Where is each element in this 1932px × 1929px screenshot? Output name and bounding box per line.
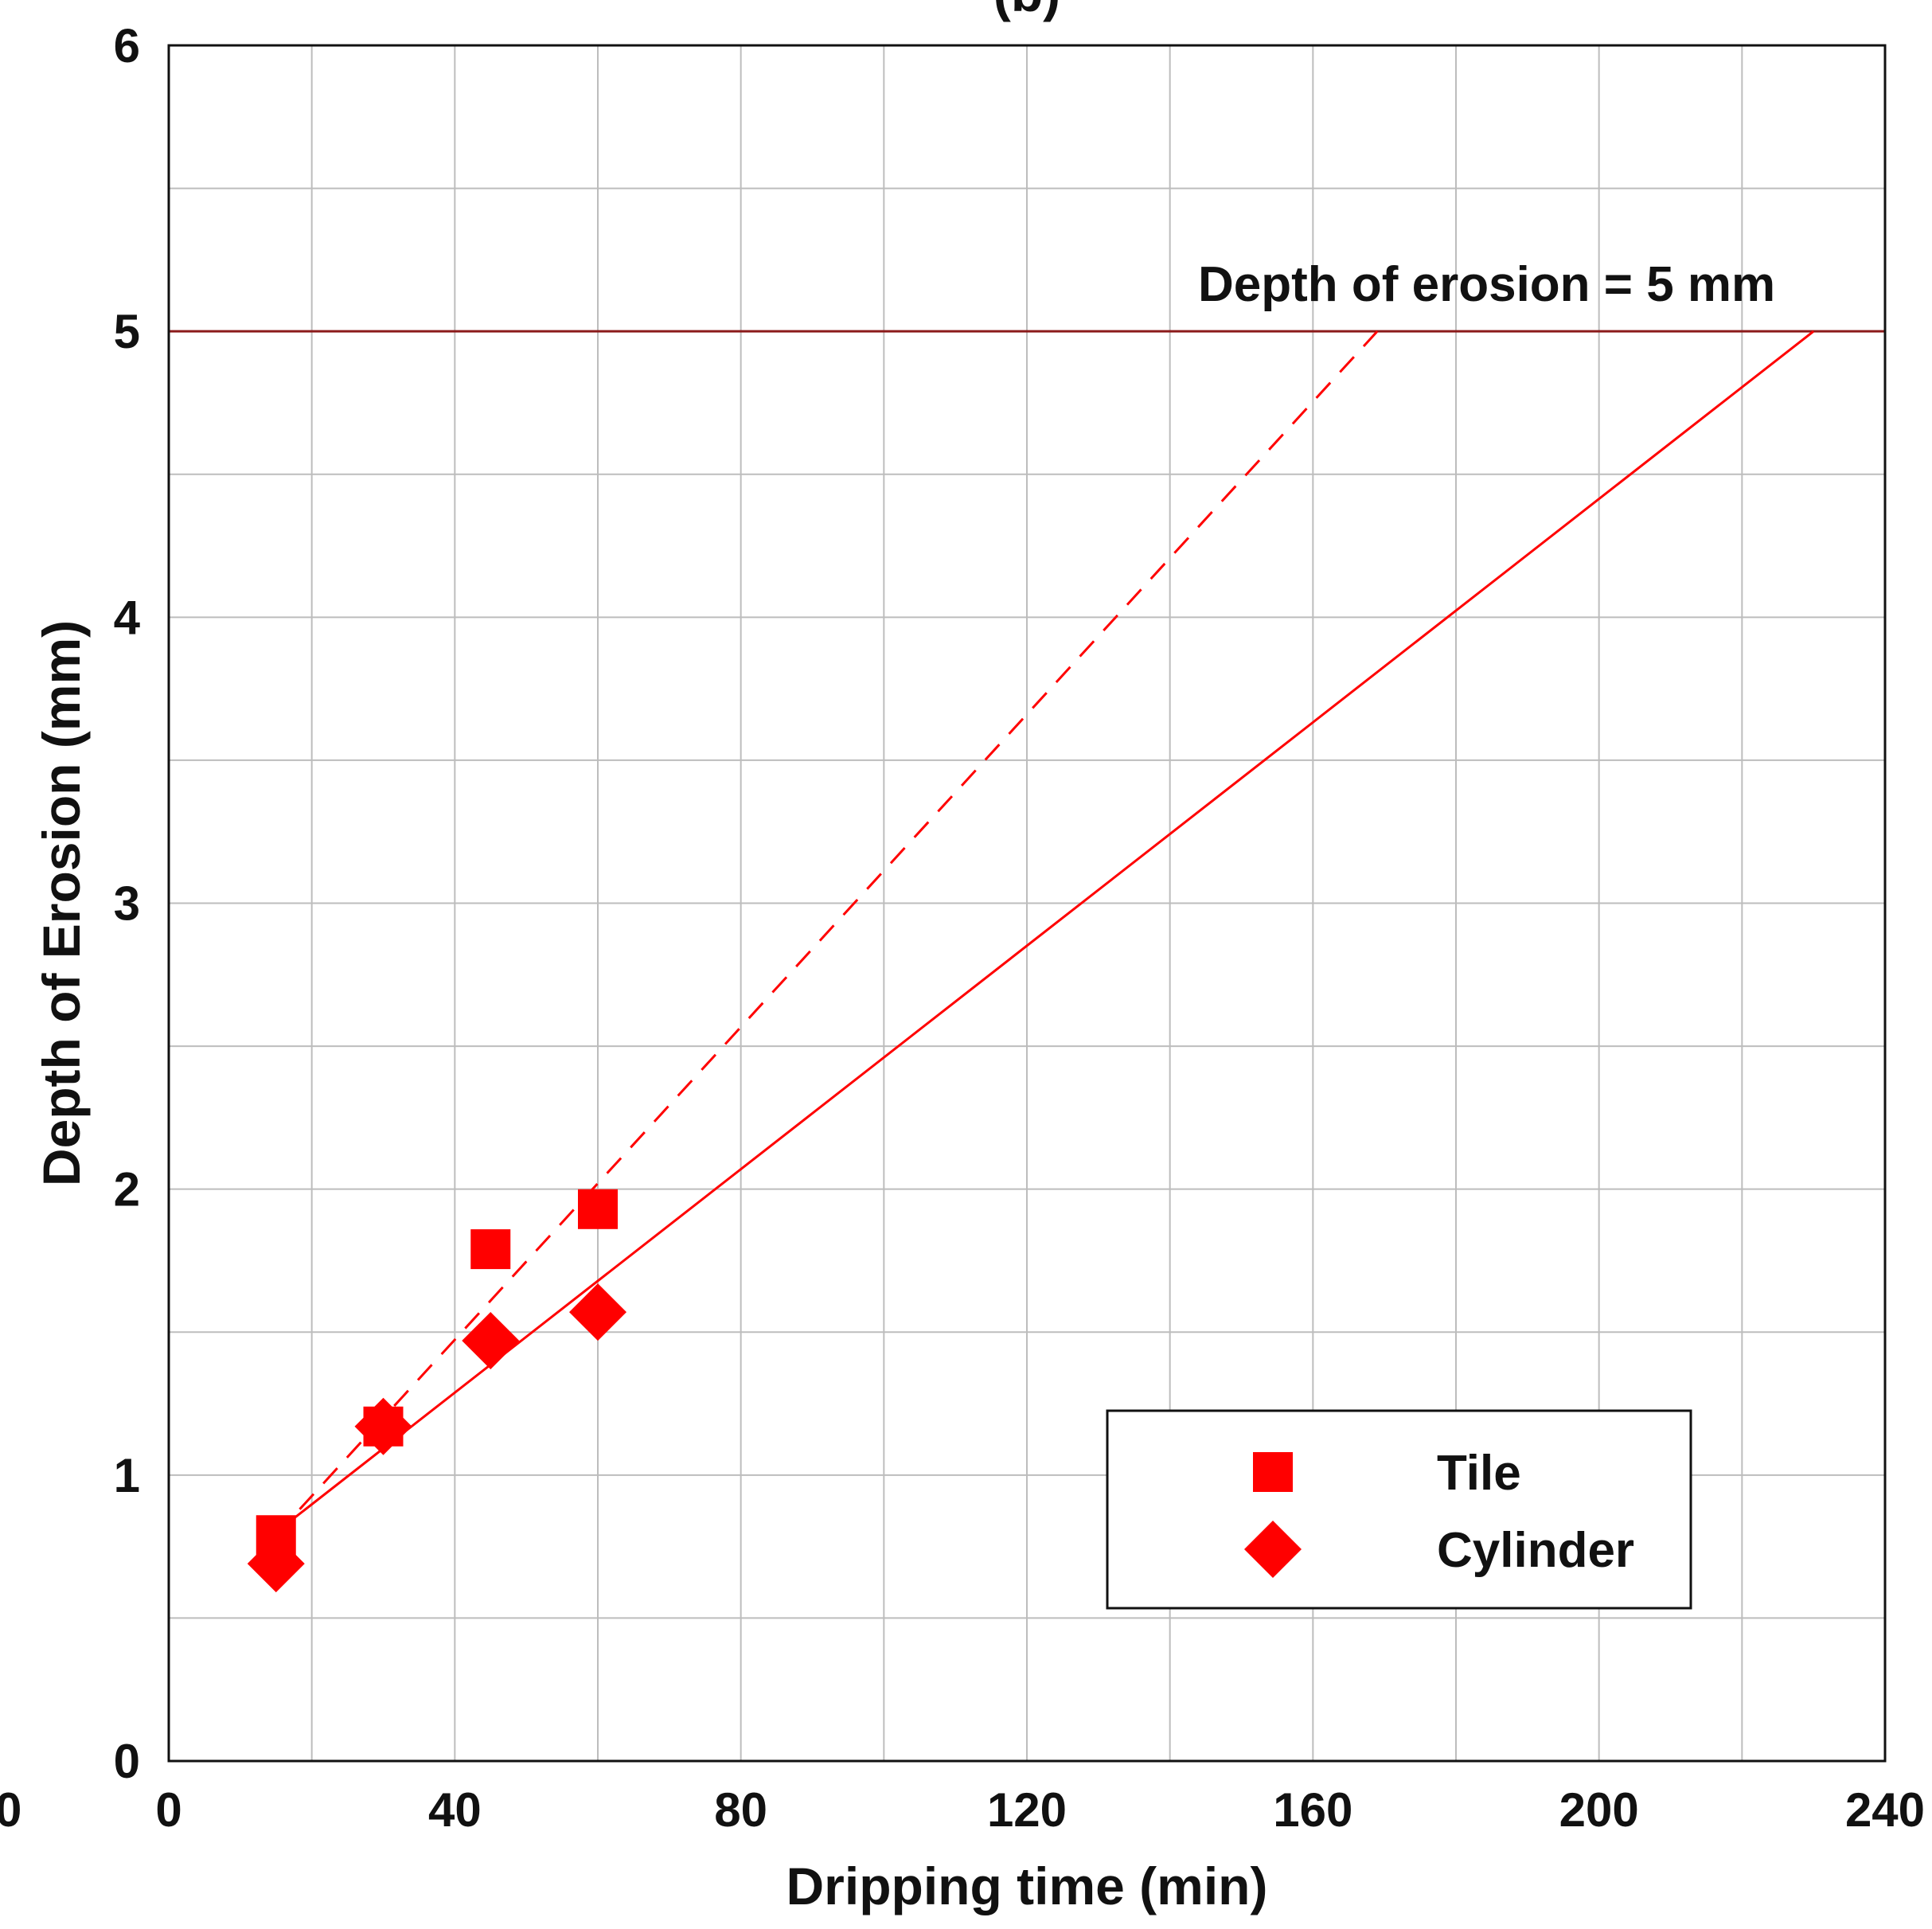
x-tick-label: 200 [1559,1783,1639,1837]
trend-line-tile [275,330,1379,1537]
tile-point [470,1229,511,1270]
y-tick-labels: 0 1 2 3 4 5 6 [114,19,141,1788]
legend: Tile Cylinder [1106,1409,1692,1610]
cylinder-point [247,1535,305,1593]
y-tick-label: 0 [114,1735,140,1788]
data-points [247,1189,626,1593]
y-tick-label: 1 [114,1449,140,1502]
tile-point [578,1189,618,1229]
legend-marker-square [1253,1452,1293,1492]
cylinder-point [354,1397,412,1455]
x-tick-label: 120 [987,1783,1067,1837]
plot-frame [167,44,1887,1763]
legend-marker-diamond [1244,1521,1302,1578]
x-axis-title: Dripping time (min) [786,1857,1268,1915]
x-tick-label: 40 [428,1783,482,1837]
legend-box [1106,1409,1692,1610]
legend-label-tile: Tile [1437,1446,1521,1501]
stray-tick-label: 0 [0,1783,21,1837]
legend-label-cylinder: Cylinder [1437,1523,1634,1578]
chart-title: (b) [993,0,1060,22]
x-tick-label: 80 [714,1783,767,1837]
y-tick-label: 6 [114,19,140,72]
y-tick-label: 3 [114,877,140,931]
y-tick-label: 5 [114,305,140,358]
y-tick-label: 4 [114,591,141,644]
reference-line-label: Depth of erosion = 5 mm [1198,257,1775,312]
x-tick-label: 160 [1273,1783,1352,1837]
trend-line-cylinder [275,330,1815,1533]
x-tick-label: 240 [1845,1783,1925,1837]
y-tick-label: 2 [114,1163,140,1216]
x-tick-label: 0 [155,1783,181,1837]
y-axis-title: Depth of Erosion (mm) [32,620,91,1186]
trend-lines [275,330,1815,1537]
cylinder-point [462,1312,520,1370]
cylinder-point [569,1283,626,1341]
x-tick-labels: 0 40 80 120 160 200 240 [155,1783,1925,1837]
